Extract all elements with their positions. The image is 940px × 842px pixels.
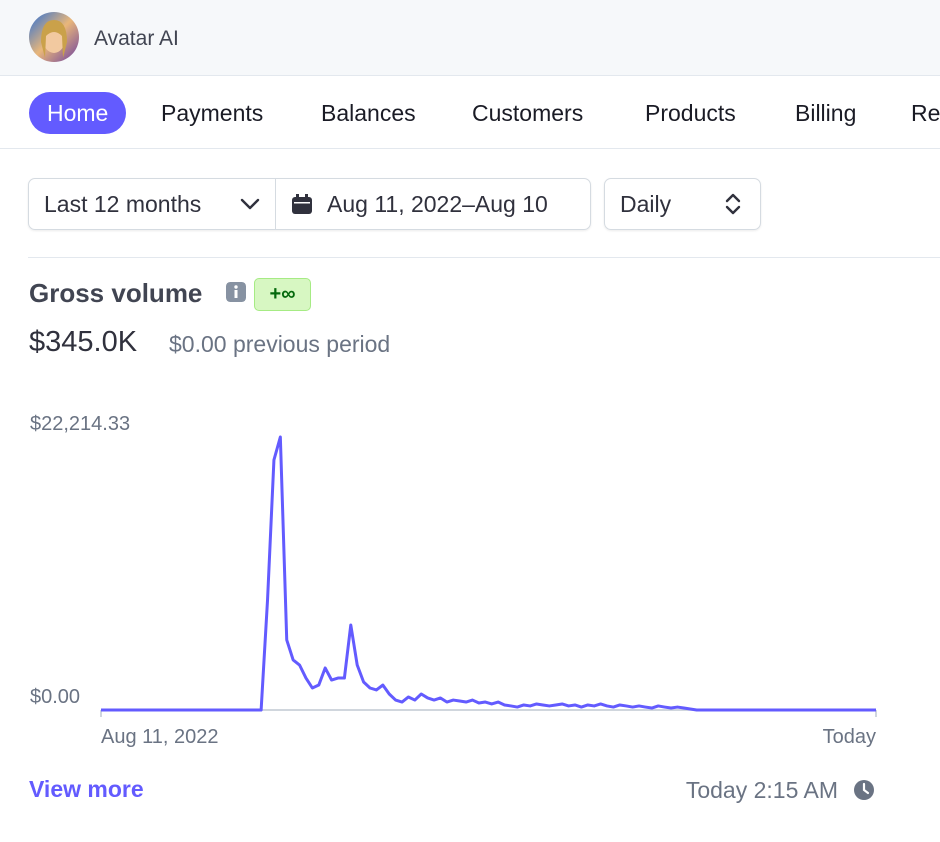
range-select[interactable]: Last 12 months xyxy=(44,191,202,217)
updated-time: Today 2:15 AM xyxy=(685,777,838,803)
chevron-down xyxy=(240,198,260,210)
y-tick-label: $0.00 xyxy=(30,686,80,708)
x-tick-label: Today xyxy=(823,726,876,748)
nav-tab[interactable]: Home xyxy=(29,92,127,134)
divider xyxy=(275,179,276,229)
view-more-link[interactable]: View more xyxy=(29,776,144,802)
date-range[interactable]: Aug 11, 2022–Aug 10 xyxy=(327,191,548,217)
interval-select[interactable]: Daily xyxy=(620,191,672,217)
nav-tab[interactable]: Payments xyxy=(161,100,264,126)
change-badge: +∞ xyxy=(254,278,311,311)
nav-bar: Home Payments Balances Customers Product… xyxy=(0,76,940,149)
clock-icon xyxy=(854,780,874,800)
line-series xyxy=(101,435,876,712)
calendar-icon xyxy=(292,194,312,214)
chart-title: Gross volume xyxy=(29,278,203,308)
nav-tab[interactable]: Billing xyxy=(795,100,857,126)
nav-tab[interactable]: Balances xyxy=(321,100,416,126)
top-bar: Avatar AI xyxy=(0,0,940,76)
total-value: $345.0K xyxy=(29,326,138,358)
nav-tab[interactable]: Products xyxy=(645,100,736,126)
nav-tab[interactable]: Customers xyxy=(472,100,584,126)
chevron-updown xyxy=(725,193,741,215)
date-filter: Last 12 months Aug 11, 2022–Aug 10 xyxy=(28,178,591,230)
info-icon[interactable] xyxy=(226,282,246,302)
nav-tab[interactable]: Reports xyxy=(911,100,940,126)
comparison: $0.00 previous period xyxy=(169,331,391,357)
org-avatar[interactable] xyxy=(29,12,79,62)
org-name[interactable]: Avatar AI xyxy=(94,27,179,50)
y-tick-label: $22,214.33 xyxy=(30,413,130,435)
x-tick-label: Aug 11, 2022 xyxy=(101,726,219,748)
chart: $0.00 $22,214.33 Aug 11, 2022 Today xyxy=(30,413,877,748)
interval-filter[interactable]: Daily xyxy=(604,178,761,230)
separator xyxy=(28,257,940,258)
